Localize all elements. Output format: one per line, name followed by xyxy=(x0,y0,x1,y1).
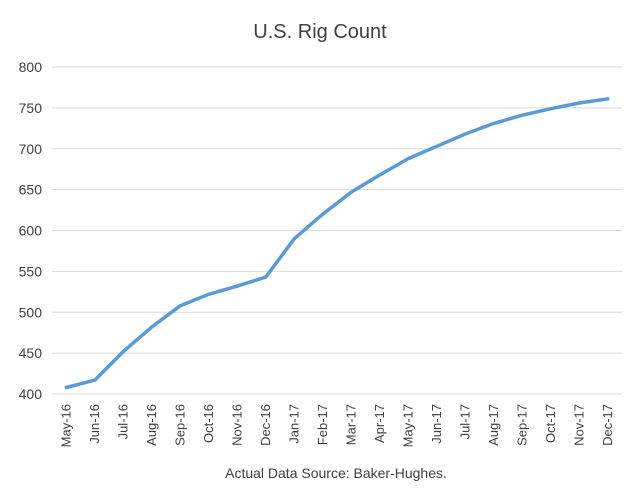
y-tick-label: 450 xyxy=(19,345,43,361)
x-axis-ticks: May-16 Jun-16 Jul-16 Aug-16 Sep-16 Oct-16 Nov-… xyxy=(58,404,615,447)
x-tick-label: May-16 xyxy=(58,404,73,447)
x-tick-label: Apr-17 xyxy=(372,404,387,443)
y-tick-label: 400 xyxy=(19,386,43,402)
x-tick-label: Dec-17 xyxy=(600,404,615,446)
x-tick-label: Jul-17 xyxy=(457,404,472,439)
y-tick-label: 750 xyxy=(19,100,43,116)
x-tick-label: Oct-16 xyxy=(201,404,216,443)
y-axis-ticks: 400 450 500 550 600 650 700 750 800 xyxy=(19,59,43,402)
x-tick-label: May-17 xyxy=(400,404,415,447)
y-tick-label: 700 xyxy=(19,141,43,157)
gridlines xyxy=(52,66,622,395)
x-tick-label: Jan-17 xyxy=(286,404,301,444)
x-tick-label: Jun-17 xyxy=(429,404,444,444)
x-tick-label: Nov-16 xyxy=(229,404,244,446)
series-line xyxy=(64,97,610,390)
y-tick-label: 650 xyxy=(19,182,43,198)
x-tick-label: Nov-17 xyxy=(571,404,586,446)
x-tick-label: Feb-17 xyxy=(315,404,330,445)
x-tick-label: Jun-16 xyxy=(87,404,102,444)
y-tick-label: 600 xyxy=(19,223,43,239)
x-tick-label: Aug-17 xyxy=(486,404,501,446)
x-tick-label: Dec-16 xyxy=(258,404,273,446)
x-tick-label: Sep-16 xyxy=(172,404,187,446)
y-tick-label: 800 xyxy=(19,59,43,75)
y-tick-label: 500 xyxy=(19,304,43,320)
x-tick-label: Mar-17 xyxy=(343,404,358,445)
x-tick-label: Aug-16 xyxy=(144,404,159,446)
x-tick-label: Jul-16 xyxy=(115,404,130,439)
x-tick-label: Sep-17 xyxy=(514,404,529,446)
series-layer xyxy=(64,97,610,390)
source-annotation: Actual Data Source: Baker-Hughes. xyxy=(225,465,447,481)
y-tick-label: 550 xyxy=(19,263,43,279)
chart-title: U.S. Rig Count xyxy=(253,21,387,43)
x-tick-label: Oct-17 xyxy=(543,404,558,443)
